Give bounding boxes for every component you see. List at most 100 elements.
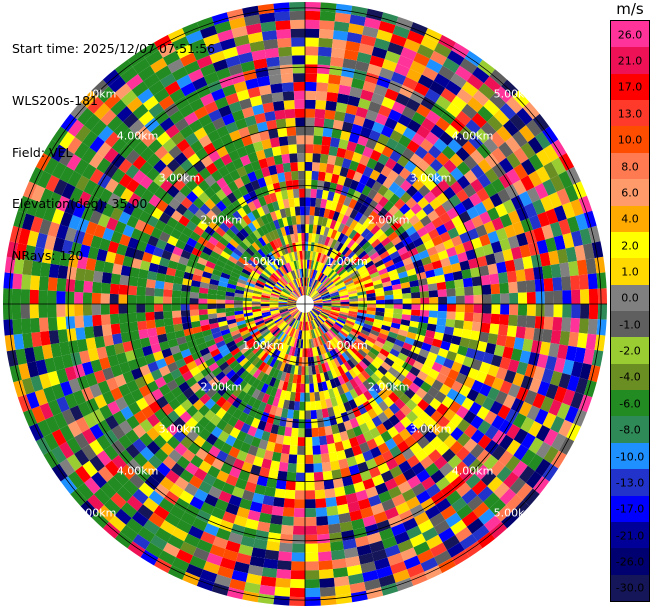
velocity-cell	[489, 521, 508, 539]
velocity-cell	[338, 512, 352, 524]
velocity-cell	[203, 561, 220, 575]
velocity-cell	[261, 393, 270, 404]
velocity-cell	[461, 511, 479, 527]
velocity-cell	[325, 163, 335, 174]
velocity-cell	[388, 181, 400, 194]
velocity-cell	[297, 287, 302, 296]
velocity-cell	[254, 409, 264, 421]
velocity-cell	[561, 276, 572, 291]
velocity-cell	[570, 391, 584, 409]
velocity-cell	[139, 432, 154, 447]
velocity-cell	[212, 478, 226, 491]
velocity-cell	[174, 269, 185, 279]
velocity-cell	[11, 288, 22, 304]
velocity-cell	[297, 330, 301, 340]
velocity-cell	[260, 503, 273, 515]
velocity-cell	[250, 436, 262, 448]
velocity-cell	[114, 531, 133, 549]
velocity-cell	[320, 453, 330, 463]
velocity-cell	[318, 390, 326, 401]
velocity-cell	[420, 557, 439, 572]
velocity-cell	[270, 386, 278, 397]
velocity-cell	[218, 281, 228, 288]
velocity-cell	[410, 203, 423, 215]
velocity-cell	[137, 65, 155, 82]
velocity-cell	[283, 314, 292, 321]
velocity-cell	[51, 161, 67, 179]
velocity-cell	[472, 312, 483, 323]
velocity-cell	[420, 497, 436, 512]
velocity-cell	[310, 310, 318, 318]
velocity-cell	[144, 243, 156, 255]
velocity-cell	[272, 201, 280, 212]
velocity-cell	[345, 371, 354, 381]
velocity-cell	[206, 209, 218, 221]
velocity-cell	[470, 178, 484, 193]
velocity-cell	[197, 236, 209, 247]
velocity-cell	[66, 154, 82, 171]
velocity-cell	[499, 213, 513, 228]
velocity-cell	[59, 252, 71, 267]
velocity-cell	[333, 377, 342, 387]
velocity-cell	[263, 331, 272, 340]
velocity-cell	[215, 67, 231, 81]
velocity-cell	[306, 312, 309, 322]
velocity-cell	[440, 340, 451, 351]
velocity-cell	[298, 428, 305, 438]
velocity-cell	[513, 147, 529, 164]
velocity-cell	[392, 387, 404, 399]
velocity-cell	[568, 260, 579, 277]
velocity-cell	[520, 175, 535, 192]
velocity-cell	[307, 312, 312, 321]
velocity-cell	[58, 441, 75, 459]
velocity-cell	[41, 344, 53, 360]
velocity-cell	[247, 445, 259, 457]
velocity-cell	[535, 304, 545, 317]
velocity-cell	[306, 321, 310, 331]
velocity-cell	[419, 310, 430, 317]
velocity-cell	[200, 93, 215, 107]
velocity-cell	[415, 243, 427, 254]
velocity-cell	[433, 73, 451, 88]
velocity-cell	[372, 322, 383, 329]
velocity-cell	[102, 390, 116, 405]
velocity-cell	[66, 437, 82, 454]
velocity-cell	[374, 228, 385, 239]
velocity-cell	[30, 317, 40, 333]
velocity-cell	[185, 178, 198, 191]
velocity-cell	[265, 441, 276, 452]
velocity-cell	[269, 405, 278, 416]
velocity-cell	[439, 131, 454, 146]
velocity-cell	[244, 414, 255, 426]
velocity-cell	[428, 449, 442, 463]
velocity-cell	[191, 351, 203, 361]
velocity-cell	[331, 558, 347, 569]
velocity-cell	[315, 400, 322, 410]
velocity-cell	[307, 268, 311, 278]
velocity-cell	[171, 527, 189, 542]
velocity-cell	[278, 305, 288, 309]
velocity-cell	[571, 230, 583, 247]
velocity-cell	[331, 469, 342, 480]
velocity-cell	[371, 549, 388, 562]
velocity-cell	[418, 184, 431, 197]
velocity-cell	[279, 542, 293, 553]
velocity-cell	[506, 439, 521, 456]
velocity-cell	[394, 339, 405, 348]
velocity-cell	[357, 193, 368, 204]
velocity-cell	[100, 482, 117, 499]
velocity-cell	[348, 292, 358, 298]
velocity-cell	[291, 561, 305, 571]
velocity-cell	[317, 336, 324, 346]
velocity-cell	[252, 104, 265, 116]
velocity-cell	[299, 410, 305, 420]
velocity-cell	[305, 383, 310, 393]
velocity-cell	[580, 304, 590, 319]
velocity-cell	[248, 354, 258, 364]
velocity-cell	[275, 118, 287, 129]
velocity-cell	[229, 359, 239, 370]
velocity-cell	[179, 125, 194, 139]
velocity-cell	[405, 371, 417, 383]
velocity-cell	[242, 204, 252, 215]
velocity-cell	[425, 329, 436, 339]
